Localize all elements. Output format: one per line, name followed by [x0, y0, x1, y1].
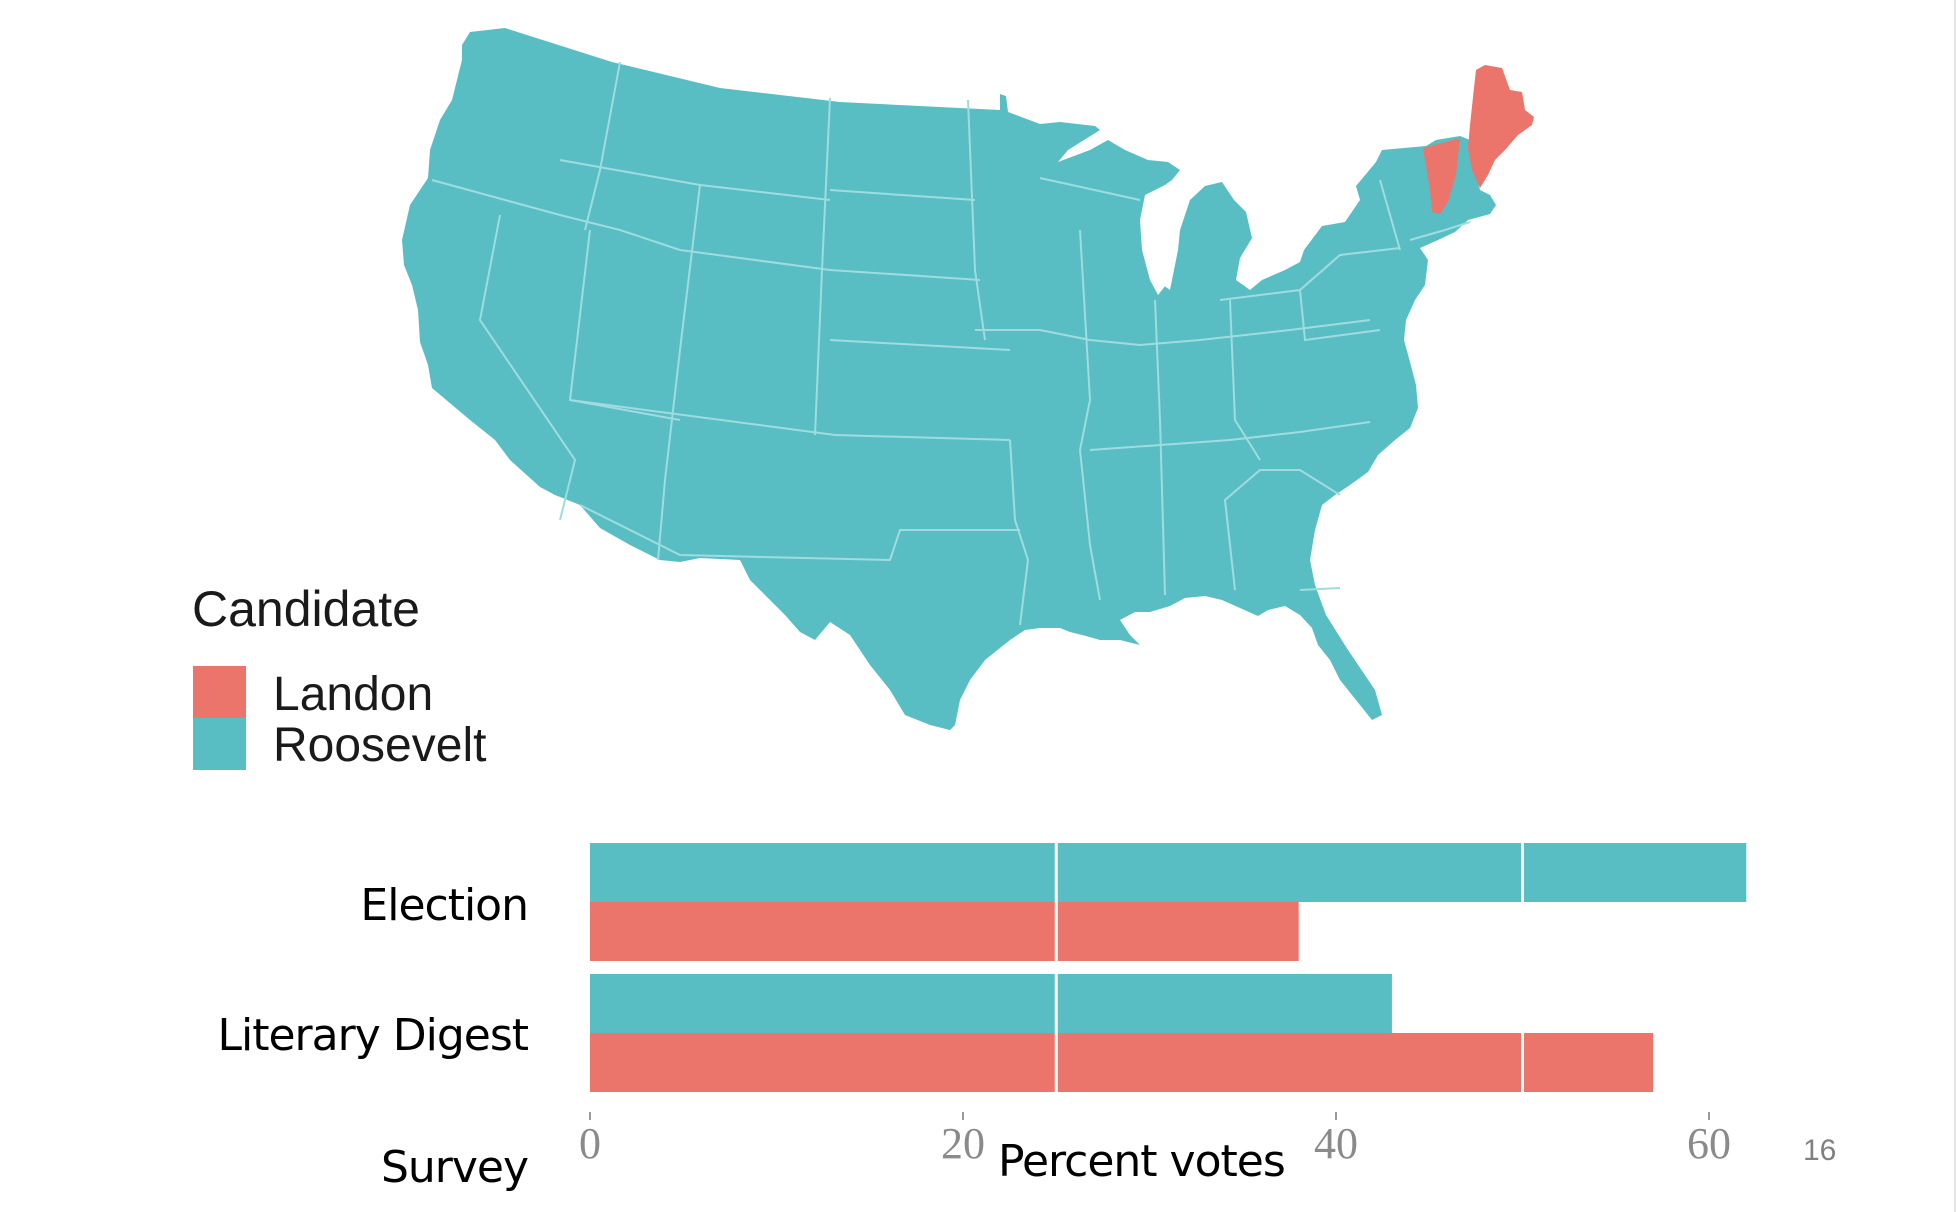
- bar-election-roosevelt: [590, 843, 1747, 902]
- lake-michigan: [1140, 185, 1172, 295]
- category-label-literary-digest: Literary Digest: [217, 1010, 529, 1061]
- slide-edge-divider: [1954, 0, 1956, 1212]
- legend-title: Candidate: [192, 581, 420, 637]
- map-state-vermont-landon: [1423, 138, 1460, 214]
- map-state-maine-landon: [1468, 65, 1534, 188]
- x-tick-label-40: 40: [1314, 1119, 1358, 1168]
- legend-label-roosevelt: Roosevelt: [273, 719, 487, 772]
- state-borders: [431, 61, 1471, 626]
- page-number: 16: [1803, 1134, 1837, 1167]
- bar-literary-digest-roosevelt: [590, 974, 1392, 1033]
- category-label-election: Election: [360, 880, 529, 931]
- legend-swatch-landon: [193, 666, 246, 718]
- x-axis-label: Percent votes: [998, 1136, 1286, 1187]
- bar-literary-digest-landon: [590, 1033, 1654, 1092]
- legend-swatch-roosevelt: [193, 718, 246, 770]
- us-choropleth-map: [402, 28, 1534, 730]
- map-us-roosevelt-states: [402, 28, 1496, 730]
- x-tick-label-20: 20: [941, 1119, 985, 1168]
- bar-election-landon: [590, 902, 1299, 961]
- x-tick-label-60: 60: [1687, 1119, 1731, 1168]
- x-tick-label-0: 0: [579, 1119, 601, 1168]
- legend-label-landon: Landon: [273, 668, 434, 721]
- category-label-survey: Survey: [380, 1142, 529, 1193]
